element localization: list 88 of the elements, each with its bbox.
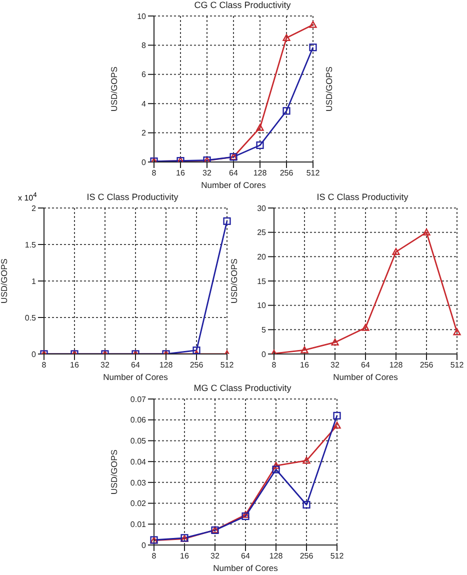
point	[333, 422, 341, 429]
x-tick-label: 128	[159, 360, 174, 370]
point	[300, 346, 308, 354]
x-tick-label: 512	[330, 552, 344, 561]
y-axis-title: USD/GOPS	[229, 258, 240, 304]
point	[242, 512, 250, 520]
y-tick-label: 0.03	[130, 478, 147, 488]
y-tick-label: 0	[262, 350, 267, 359]
x-tick-label: 8	[152, 168, 157, 178]
x-tick-label: 256	[190, 360, 204, 370]
text: x 10$^{4}$	[18, 192, 37, 203]
point	[302, 500, 310, 509]
point	[309, 44, 317, 52]
x-tick-label: 256	[420, 360, 434, 370]
point	[422, 228, 430, 236]
y-tick-label: 10	[257, 301, 267, 310]
y-axis-title: USD/GOPS	[109, 449, 120, 494]
y-tick-label: 20	[257, 252, 267, 262]
x-tick-label: 8	[272, 360, 277, 370]
x-tick-label: 32	[202, 168, 212, 178]
x-tick-label: 16	[70, 360, 80, 370]
x-axis-title: Number of Cores	[213, 563, 278, 573]
y-tick-label: 1	[32, 276, 37, 286]
y-axis-title: USD/GOPS	[0, 258, 10, 304]
y-tick-label: 10	[137, 12, 147, 21]
y-tick-label: 0.06	[130, 416, 147, 425]
point	[282, 107, 290, 115]
y-tick-label: 30	[257, 204, 267, 213]
point	[272, 466, 280, 474]
x-tick-label: 16	[180, 552, 190, 561]
x-tick-label: 256	[280, 168, 294, 178]
x-axis-title: Number of Cores	[333, 372, 398, 382]
y-tick-label: 0	[32, 350, 37, 359]
y-tick-label: 4	[142, 99, 147, 108]
y-tick-label: 0	[142, 158, 147, 167]
x-tick-label: 32	[330, 360, 340, 370]
point	[392, 248, 400, 255]
x-axis-title: Number of Cores	[201, 180, 266, 190]
point	[453, 328, 461, 336]
chart-title: IS C Class Productivity	[86, 192, 178, 202]
x-tick-label: 64	[361, 360, 370, 370]
point	[302, 456, 310, 464]
x-tick-label: 64	[229, 168, 238, 178]
x-tick-label: 256	[300, 552, 314, 561]
chart-title: MG C Class Productivity	[192, 383, 292, 395]
y-tick-label: 0.5	[24, 313, 37, 322]
point	[242, 510, 250, 518]
y-tick-label: 25	[257, 228, 267, 238]
x-tick-label: 64	[131, 360, 140, 370]
point	[309, 20, 317, 28]
y-tick-label: 2	[32, 204, 37, 213]
y-tick-label: 0.07	[130, 394, 147, 404]
y-axis-title: USD/GOPS	[109, 66, 120, 112]
y-tick-label: 0.04	[130, 457, 147, 466]
point	[362, 324, 370, 331]
chart-title: IS C Class Productivity	[316, 192, 410, 204]
y-tick-label: 0.02	[130, 499, 147, 508]
x-tick-label: 64	[241, 552, 250, 561]
y-tick-label: 0.05	[130, 436, 147, 446]
y2-axis-title: USD/GOPS	[324, 66, 334, 112]
x-tick-label: 8	[152, 552, 157, 561]
x-tick-label: 128	[389, 360, 404, 370]
y-tick-label: 8	[142, 41, 147, 50]
point	[331, 338, 339, 346]
x-tick-label: 32	[210, 552, 220, 561]
x-tick-label: 512	[306, 168, 320, 178]
point	[282, 34, 290, 42]
x-axis-title: Number of Cores	[103, 372, 168, 382]
x-tick-label: 32	[100, 360, 110, 370]
y-tick-label: 6	[142, 70, 147, 80]
y-tick-label: 0.01	[130, 520, 147, 529]
point	[256, 124, 264, 131]
x-tick-label: 16	[300, 360, 310, 370]
point	[256, 141, 264, 150]
x-tick-label: 8	[42, 360, 47, 370]
x-tick-label: 128	[253, 168, 268, 178]
point	[272, 462, 280, 469]
y-tick-label: 1.5	[24, 240, 37, 250]
x-tick-label: 512	[220, 360, 234, 370]
y-tick-label: 0	[142, 540, 147, 550]
y-tick-label: 2	[142, 128, 147, 138]
y-tick-label: 5	[262, 326, 267, 335]
x-tick-label: 128	[269, 552, 284, 561]
point	[333, 412, 341, 420]
y-tick-label: 15	[257, 276, 267, 286]
chart-title: CG C Class Productivity	[193, 0, 292, 12]
x-tick-label: 16	[176, 168, 186, 178]
x-tick-label: 512	[450, 360, 464, 370]
